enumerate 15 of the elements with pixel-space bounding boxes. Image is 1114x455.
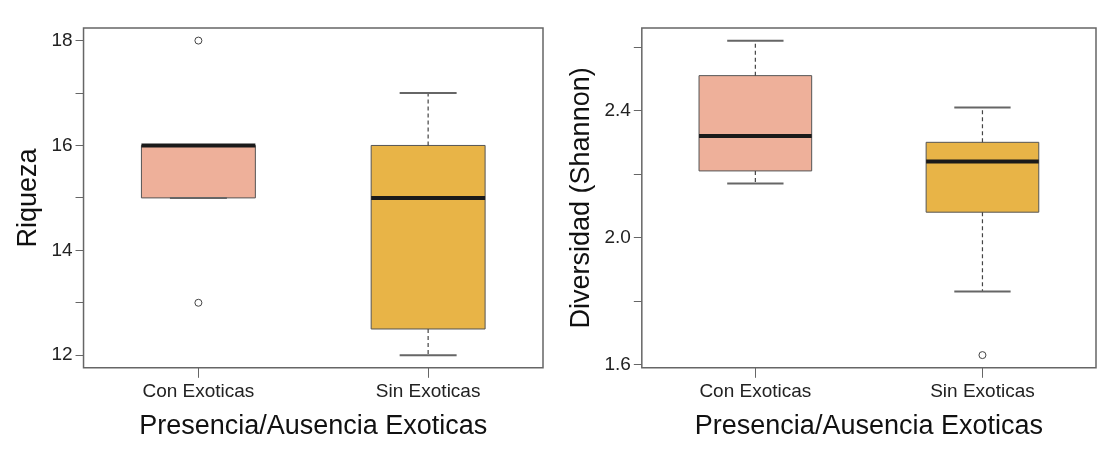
x-axis-title: Presencia/Ausencia Exoticas [139, 410, 488, 441]
y-tick-label: 16 [51, 133, 73, 155]
y-tick-label: 1.6 [604, 352, 631, 374]
y-tick-label: 2.0 [604, 225, 631, 247]
x-tick-label: Sin Exoticas [375, 380, 481, 402]
y-axis-title: Riqueza [11, 147, 42, 248]
y-tick-label: 18 [51, 28, 73, 50]
x-tick-label: Con Exoticas [142, 380, 255, 402]
x-tick-label: Con Exoticas [699, 380, 812, 402]
x-tick-label: Sin Exoticas [930, 380, 1035, 402]
x-axis-title: Presencia/Ausencia Exoticas [694, 410, 1043, 441]
y-axis-title: Diversidad (Shannon) [564, 67, 595, 329]
y-tick-label: 12 [51, 343, 73, 365]
y-tick-label: 2.4 [604, 98, 632, 120]
y-tick-label: 14 [51, 238, 73, 260]
